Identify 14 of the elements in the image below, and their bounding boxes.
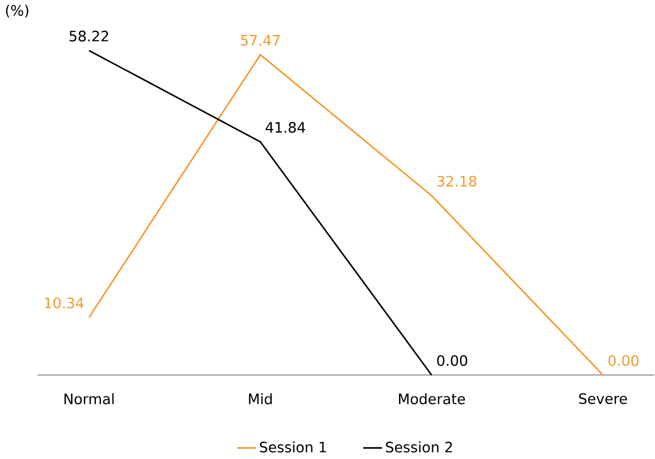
data-label: 32.18 — [437, 176, 476, 187]
x-tick-label: Normal — [64, 393, 114, 404]
y-axis-title: (%) — [6, 4, 28, 18]
data-label: 0.00 — [608, 355, 638, 366]
data-label: 57.47 — [240, 35, 280, 46]
data-label: 10.34 — [44, 298, 84, 308]
legend-label: Session 2 — [386, 441, 452, 453]
x-tick-label: Mid — [249, 393, 272, 404]
data-label: 0.00 — [437, 355, 468, 366]
x-tick-label: Moderate — [398, 393, 465, 404]
x-tick-label: Severe — [579, 393, 627, 404]
data-label: 41.84 — [266, 122, 306, 133]
data-label: 58.22 — [70, 30, 108, 42]
legend-label: Session 1 — [260, 441, 326, 453]
